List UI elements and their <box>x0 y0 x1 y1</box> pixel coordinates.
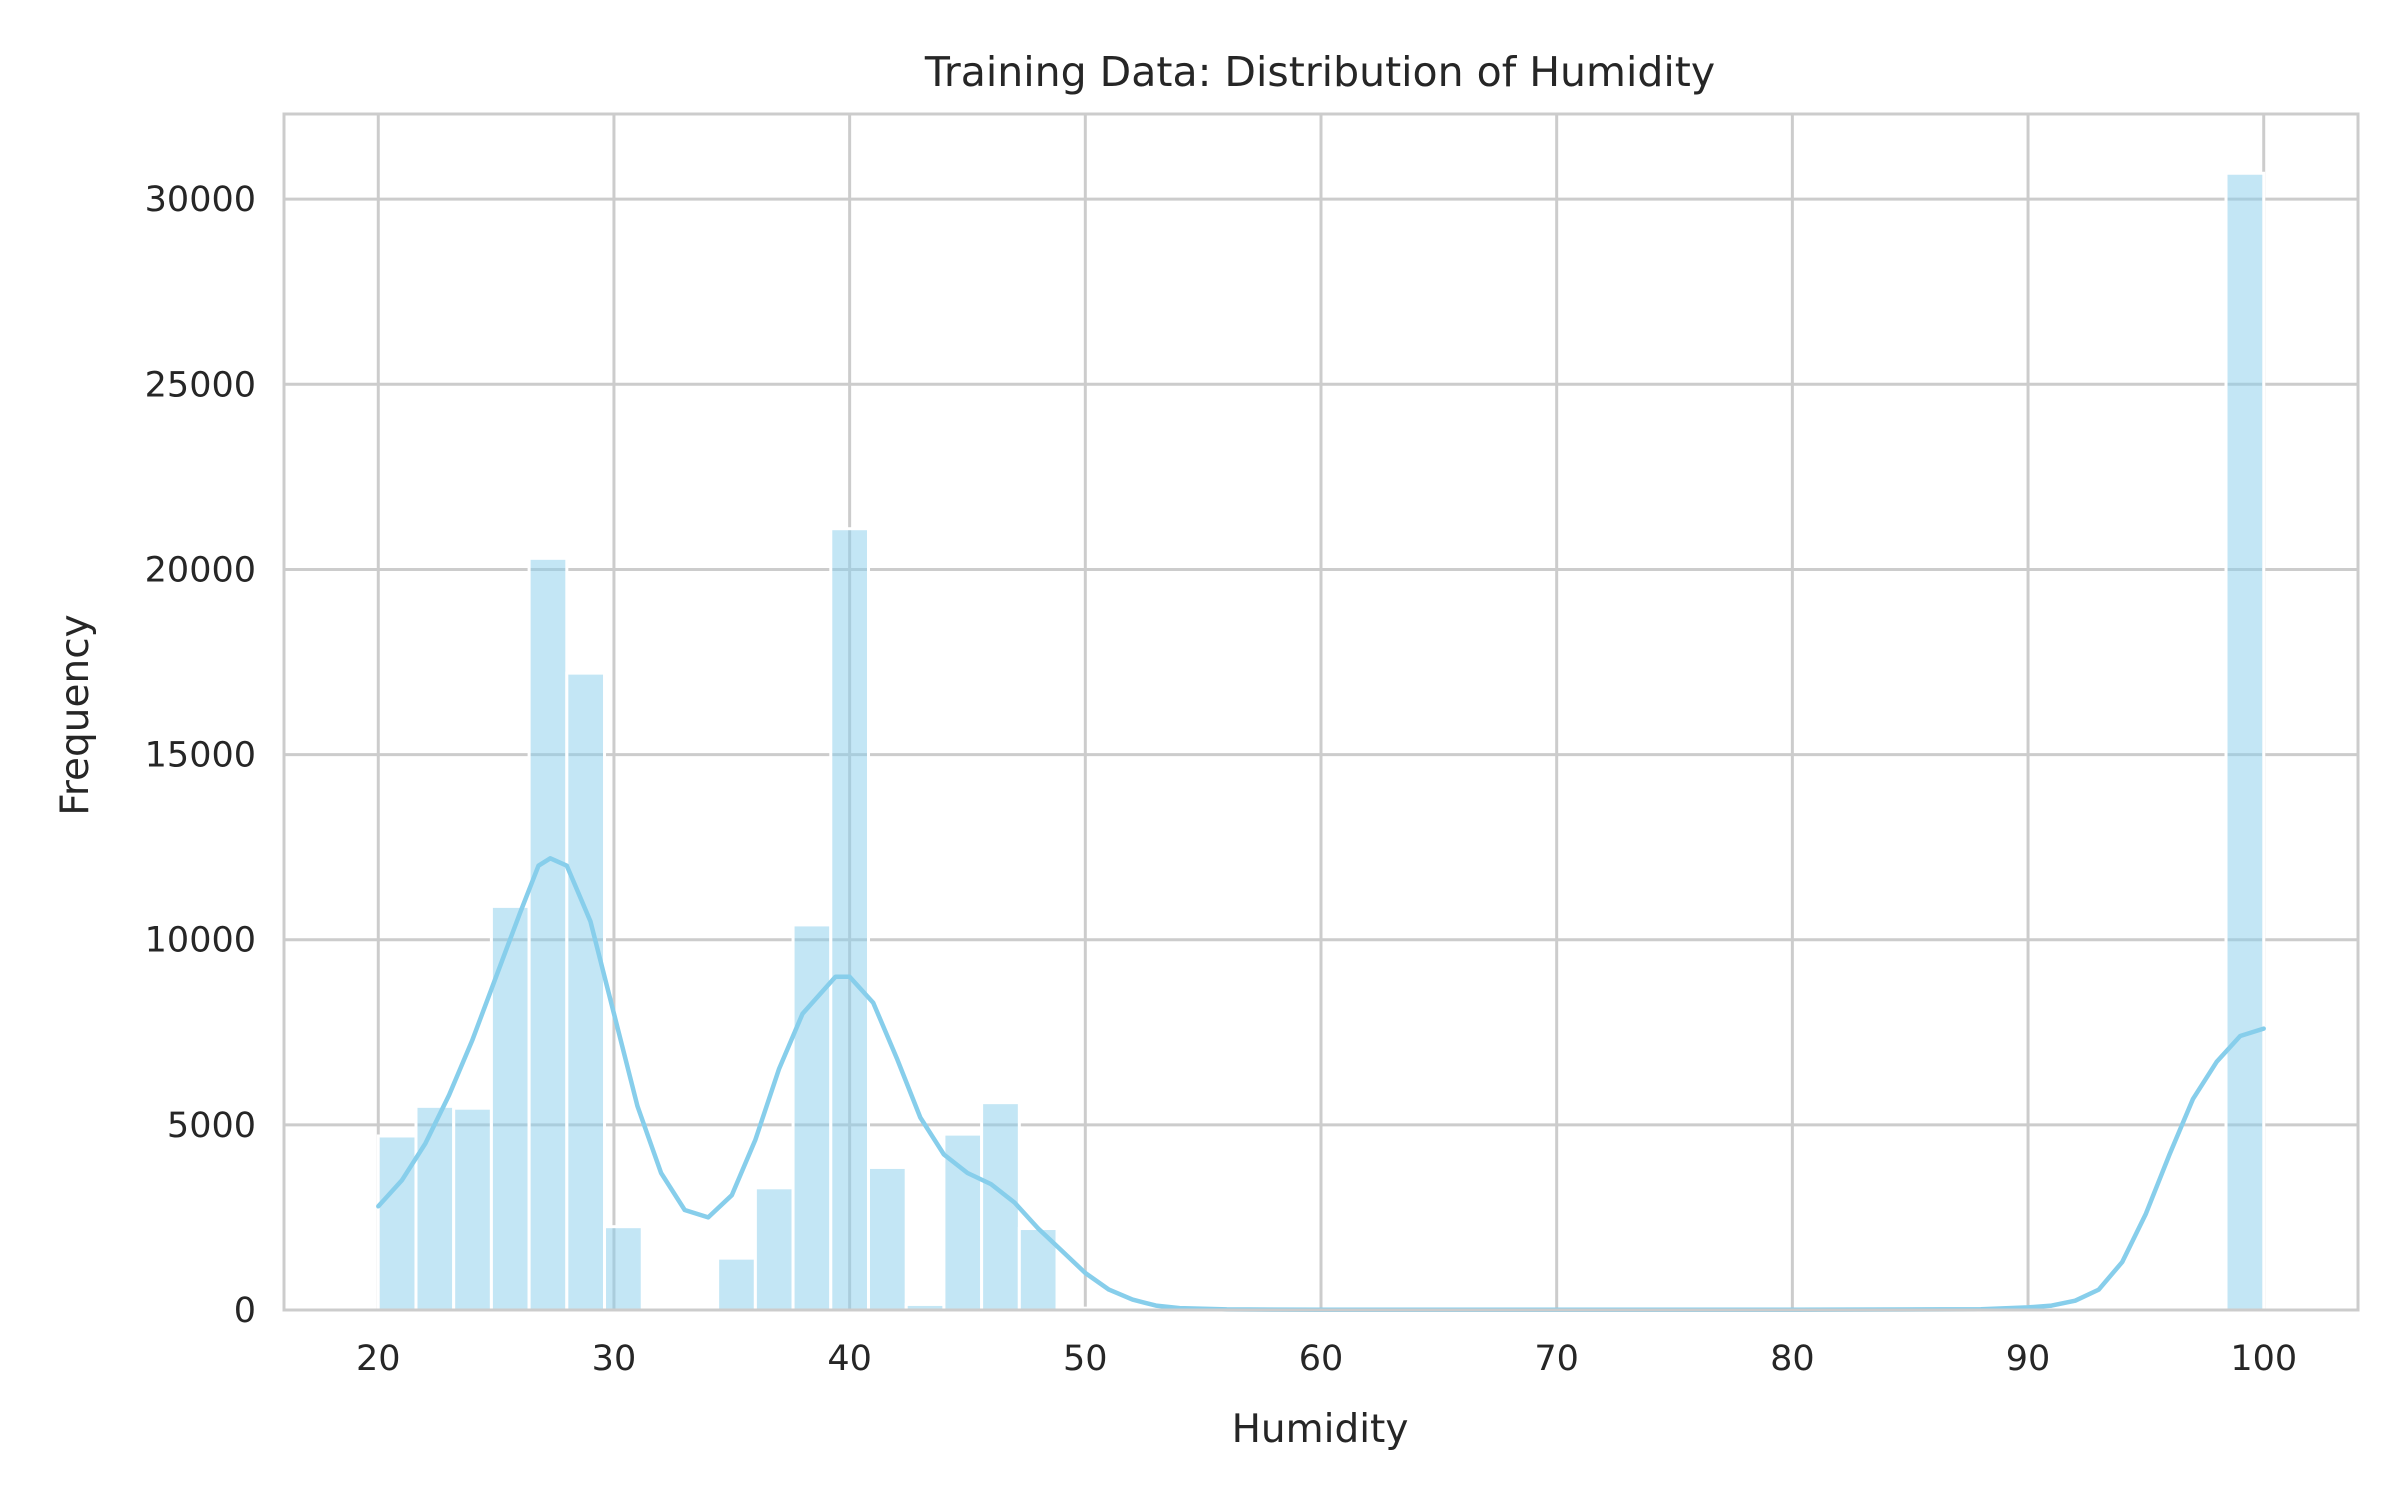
kde-curve <box>376 856 2266 1313</box>
x-tick-label: 30 <box>592 1339 637 1379</box>
y-axis-title: Frequency <box>53 614 98 815</box>
x-tick-label: 70 <box>1534 1339 1579 1379</box>
histogram-bar <box>866 1165 908 1312</box>
y-tick-label: 10000 <box>145 921 256 961</box>
x-axis-ticks: 20 30 40 50 60 70 80 90 100 <box>356 1339 2297 1379</box>
x-tick-label: 20 <box>356 1339 401 1379</box>
plot-frame <box>282 112 2360 1312</box>
y-tick-label: 0 <box>234 1291 256 1331</box>
histogram-bar <box>829 527 870 1312</box>
histogram-bar <box>376 1134 418 1312</box>
histogram-bar <box>603 1225 644 1312</box>
histogram-bar <box>753 1186 795 1312</box>
histogram-bar <box>452 1106 493 1312</box>
y-tick-label: 20000 <box>145 550 256 590</box>
histogram-bar <box>565 671 607 1312</box>
histogram-bar <box>527 556 569 1312</box>
x-tick-label: 60 <box>1299 1339 1344 1379</box>
histogram-bar <box>716 1256 757 1312</box>
histogram-bar <box>980 1101 1021 1312</box>
y-tick-label: 5000 <box>167 1106 256 1146</box>
histogram-bars <box>376 171 2266 1312</box>
y-tick-label: 15000 <box>145 736 256 776</box>
histogram-bar <box>414 1104 456 1312</box>
y-axis-ticks: 0 5000 10000 15000 20000 25000 30000 <box>145 180 256 1331</box>
histogram-bar <box>489 904 531 1312</box>
histogram-bar <box>791 923 833 1312</box>
y-tick-label: 25000 <box>145 365 256 405</box>
x-tick-label: 40 <box>827 1339 872 1379</box>
x-tick-label: 90 <box>2006 1339 2051 1379</box>
x-axis-title: Humidity <box>1232 1407 1409 1452</box>
x-tick-label: 80 <box>1770 1339 1815 1379</box>
x-tick-label: 50 <box>1063 1339 1108 1379</box>
x-tick-label: 100 <box>2230 1339 2297 1379</box>
histogram-bar <box>2224 171 2266 1312</box>
chart-title: Training Data: Distribution of Humidity <box>924 48 1715 96</box>
y-tick-label: 30000 <box>145 180 256 220</box>
